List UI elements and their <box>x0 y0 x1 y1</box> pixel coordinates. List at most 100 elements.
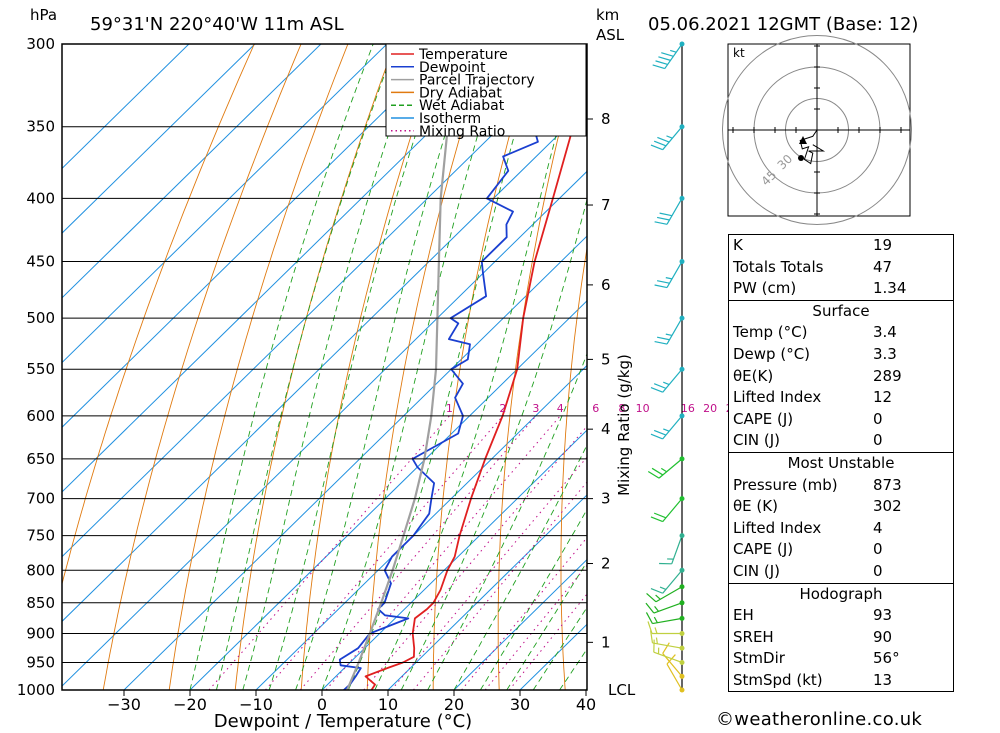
pressure-tick-label: 700 <box>26 490 55 508</box>
pressure-tick-label: 350 <box>26 118 55 136</box>
station-location: 59°31'N 220°40'W 11m ASL <box>90 14 344 35</box>
x-tick-label: 20 <box>444 695 464 714</box>
legend-label: Dry Adiabat <box>419 85 502 101</box>
wind-barb <box>646 584 685 603</box>
pressure-tick-label: 450 <box>26 253 55 271</box>
index-label: StmSpd (kt) <box>733 670 823 689</box>
wind-profile <box>645 41 685 693</box>
isotherm-line <box>62 44 454 428</box>
wet-adiabat-line <box>242 44 421 690</box>
index-value: 873 <box>873 475 902 494</box>
legend-label: Mixing Ratio <box>419 124 505 140</box>
wind-barb-half <box>663 428 670 432</box>
wind-barb-shaft <box>662 498 683 522</box>
dry-adiabat-line <box>951 44 1000 690</box>
wind-level-dot <box>679 366 685 372</box>
index-value: 289 <box>873 366 902 385</box>
index-label: CAPE (J) <box>733 409 794 428</box>
mixing-ratio-line <box>325 415 561 690</box>
wind-barb <box>645 612 685 625</box>
wind-barb-flag <box>647 621 653 634</box>
wind-barb-half <box>655 594 661 600</box>
wind-barb-half <box>654 606 659 612</box>
index-value: 0 <box>873 409 883 428</box>
index-row-totals: Totals Totals 47 <box>729 257 953 279</box>
index-value: 12 <box>873 388 893 407</box>
legend-label: Dewpoint <box>419 60 486 76</box>
wind-barb-half <box>659 586 667 590</box>
wind-barb-flag <box>647 471 660 479</box>
general-indices: K 19 Totals Totals 47 PW (cm) 1.34 <box>728 234 954 301</box>
wind-barb-flag <box>653 429 667 436</box>
isotherm-line <box>62 44 388 364</box>
section-title: Hodograph <box>799 584 883 603</box>
wind-barb-flag <box>661 52 674 57</box>
isotherm-line <box>321 429 587 690</box>
wind-level-dot <box>679 41 685 47</box>
wind-barb-flag <box>656 216 670 221</box>
hodograph-unit: kt <box>733 46 745 60</box>
series-temperature <box>364 94 587 690</box>
hodograph-trace <box>799 129 826 165</box>
mixing-ratio-label: 10 <box>636 402 650 415</box>
dry-adiabat-line <box>102 44 302 690</box>
wind-barb-flag <box>651 467 664 476</box>
wind-level-dot <box>679 413 685 419</box>
wind-level-dot <box>679 124 685 130</box>
mixing-ratio-line <box>484 564 587 690</box>
index-label: EH <box>733 606 754 625</box>
wind-barb-flag <box>656 336 670 341</box>
index-label: Lifted Index <box>733 388 822 407</box>
index-row-pw: PW (cm) 1.34 <box>729 278 953 300</box>
wind-barb <box>654 259 685 289</box>
height-unit-asl: ASL <box>596 26 625 44</box>
pressure-tick-label: 300 <box>26 35 55 53</box>
index-value: 1.34 <box>873 279 907 298</box>
index-value: 47 <box>873 257 893 276</box>
wind-level-dot <box>679 456 685 462</box>
index-label: CAPE (J) <box>733 540 794 559</box>
most-unstable-section: Most Unstable Pressure (mb) 873 θE (K) 302… <box>728 452 954 584</box>
index-label: Totals Totals <box>733 257 824 276</box>
wind-level-dot <box>679 687 685 693</box>
isotherm-line <box>62 44 190 170</box>
wind-barb-flag <box>662 642 670 654</box>
height-tick-label: 3 <box>601 490 611 508</box>
hodo-row: StmSpd (kt) 13 <box>729 670 953 692</box>
mixing-ratio-label: 3 <box>532 402 539 415</box>
wind-barb-half <box>666 135 673 139</box>
wind-barb-flag <box>658 56 671 61</box>
mixing-ratio-axis-label: Mixing Ratio (g/kg) <box>615 354 633 496</box>
index-label: SREH <box>733 627 774 646</box>
hodograph-point <box>798 155 804 161</box>
wind-level-dot <box>679 615 685 621</box>
mixing-ratio-label: 16 <box>681 402 695 415</box>
hodo-row: SREH 90 <box>729 627 953 649</box>
surface-row: Lifted Index 12 <box>729 387 953 409</box>
index-value: 4 <box>873 518 883 537</box>
wind-barb <box>650 366 685 393</box>
wind-barb-half <box>653 616 658 623</box>
wind-level-dot <box>679 600 685 606</box>
lcl-label: LCL <box>608 681 636 699</box>
indices-panel: K 19 Totals Totals 47 PW (cm) 1.34 Surface … <box>728 234 954 693</box>
isotherm-line <box>62 44 586 558</box>
wind-barb <box>650 630 685 651</box>
pressure-tick-label: 600 <box>26 407 55 425</box>
wind-barb <box>647 621 685 636</box>
wind-barb-half <box>655 637 658 644</box>
hodo-row: EH 93 <box>729 605 953 627</box>
height-tick-label: 6 <box>601 276 611 294</box>
pressure-tick-label: 550 <box>26 360 55 378</box>
wet-adiabat-line <box>453 444 587 690</box>
legend-box <box>385 43 587 137</box>
series-dewpoint <box>338 44 566 690</box>
height-tick-label: 1 <box>601 633 611 651</box>
index-label: Dewp (°C) <box>733 344 811 363</box>
x-tick-label: −30 <box>107 695 141 714</box>
wind-barb <box>653 639 685 665</box>
legend-label: Parcel Trajectory <box>419 73 535 89</box>
wind-barb-flag <box>645 602 655 614</box>
wet-adiabat-line <box>189 44 374 690</box>
